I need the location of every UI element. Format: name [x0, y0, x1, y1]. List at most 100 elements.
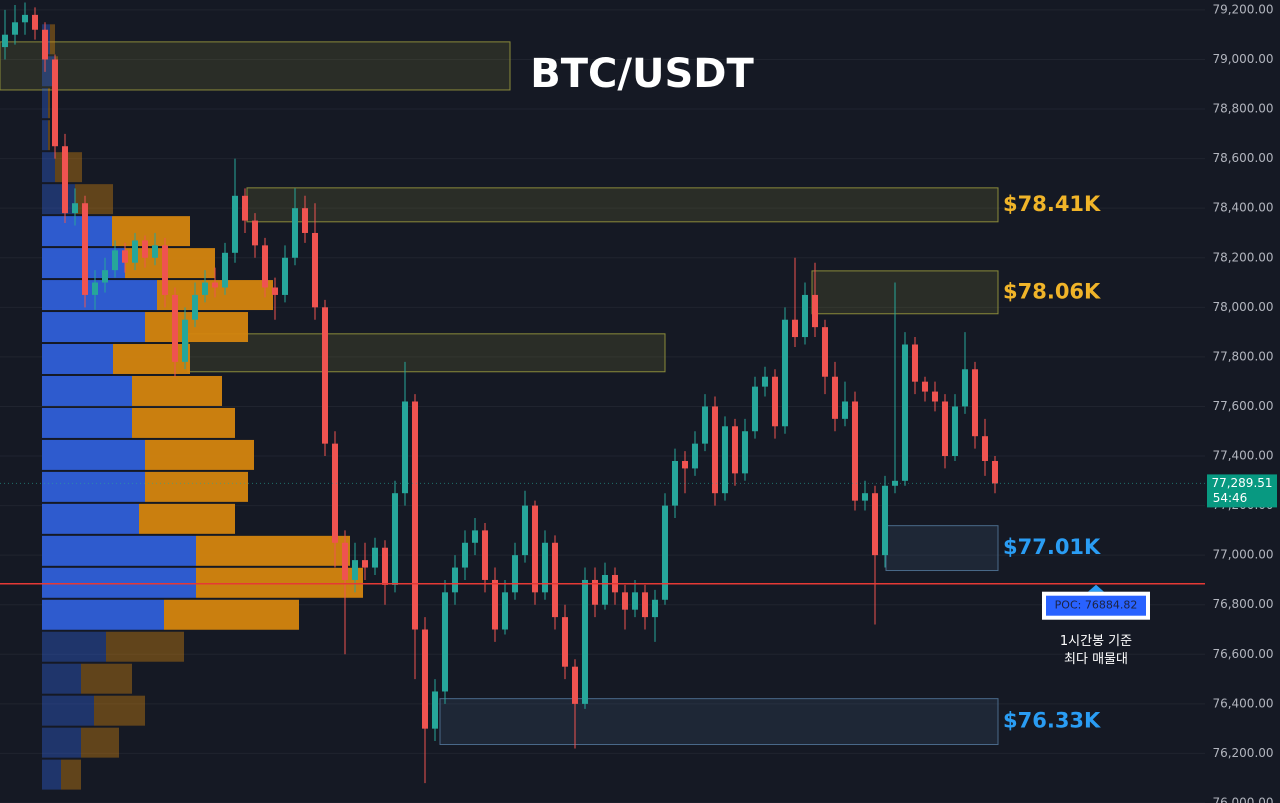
zone-label: $77.01K — [1003, 535, 1101, 559]
candle-body — [692, 443, 698, 469]
candle-body — [362, 560, 368, 568]
candle-body — [492, 579, 498, 630]
profile-sell — [61, 759, 81, 790]
zone — [811, 270, 999, 315]
candle-body — [822, 327, 828, 377]
profile-buy — [42, 535, 196, 566]
profile-buy — [42, 567, 196, 598]
profile-sell — [125, 248, 215, 279]
profile-sell — [196, 535, 350, 566]
candle-body — [112, 250, 118, 271]
candle-body — [462, 542, 468, 568]
candle-body — [182, 319, 188, 362]
poc-box — [1046, 595, 1146, 616]
profile-buy — [42, 216, 112, 247]
candle-body — [712, 406, 718, 494]
profile-sell — [132, 375, 222, 406]
y-tick-label: 78,200.00 — [1212, 250, 1273, 264]
profile-buy — [42, 184, 75, 215]
y-tick-label: 77,000.00 — [1212, 548, 1273, 562]
candle-body — [202, 282, 208, 295]
candle-body — [632, 592, 638, 610]
candle-body — [332, 443, 338, 543]
profile-buy — [42, 599, 164, 630]
y-tick-label: 76,800.00 — [1212, 597, 1273, 611]
candle-body — [882, 485, 888, 556]
candle-body — [82, 203, 88, 295]
candle-body — [662, 505, 668, 600]
y-tick-label: 79,000.00 — [1212, 52, 1273, 66]
candle-body — [92, 282, 98, 295]
candle-body — [382, 547, 388, 585]
candle-body — [152, 245, 158, 258]
candle-body — [522, 505, 528, 556]
profile-buy — [42, 375, 132, 406]
candle-body — [752, 386, 758, 432]
candle-body — [922, 381, 928, 392]
candle-body — [652, 599, 658, 618]
candle-body — [602, 574, 608, 605]
profile-sell — [106, 631, 184, 662]
candle-body — [992, 460, 998, 484]
profile-sell — [145, 471, 248, 502]
candle-body — [622, 592, 628, 610]
candle-body — [12, 22, 18, 35]
profile-sell — [81, 727, 119, 758]
zone-label: $76.33K — [1003, 709, 1101, 733]
y-tick-label: 78,400.00 — [1212, 201, 1273, 215]
candle-body — [402, 401, 408, 494]
candle-body — [982, 436, 988, 461]
candle-body — [512, 555, 518, 593]
candles — [2, 2, 998, 784]
candle-body — [962, 369, 968, 407]
poc-note: 1시간봉 기준 — [1060, 634, 1132, 649]
candle-body — [162, 245, 168, 295]
candle-body — [412, 401, 418, 630]
candle-body — [252, 220, 258, 246]
candle-body — [482, 530, 488, 580]
candle-body — [802, 294, 808, 338]
candle-body — [282, 257, 288, 295]
candle-body — [232, 195, 238, 253]
candle-body — [2, 34, 8, 48]
profile-sell — [55, 152, 82, 183]
profile-buy — [42, 503, 139, 534]
profile-sell — [196, 567, 363, 598]
profile-buy — [42, 759, 61, 790]
profile-buy — [42, 663, 81, 694]
y-tick-label: 77,800.00 — [1212, 349, 1273, 363]
profile-sell — [132, 407, 235, 438]
candle-body — [582, 579, 588, 704]
zone-label: $78.41K — [1003, 192, 1101, 216]
profile-sell — [50, 24, 55, 55]
candle-body — [832, 376, 838, 419]
candle-body — [942, 401, 948, 457]
profile-sell — [112, 216, 190, 247]
profile-buy — [42, 471, 145, 502]
candle-body — [782, 319, 788, 427]
candle-body — [452, 567, 458, 593]
candle-body — [292, 208, 298, 258]
profile-sell — [139, 503, 235, 534]
candle-body — [32, 14, 38, 30]
profile-sell — [75, 184, 113, 215]
candle-body — [932, 391, 938, 402]
candle-body — [52, 59, 58, 147]
candle-body — [642, 592, 648, 618]
poc-label: POC: 76884.82 — [1055, 599, 1138, 612]
candle-body — [62, 146, 68, 214]
profile-buy — [42, 152, 55, 183]
candle-body — [122, 250, 128, 263]
profile-buy — [42, 312, 145, 343]
profile-buy — [42, 631, 106, 662]
profile-buy — [42, 280, 157, 311]
last-price-label: 77,289.51 — [1211, 476, 1272, 490]
y-tick-label: 77,600.00 — [1212, 399, 1273, 413]
zone — [439, 698, 999, 746]
candle-body — [442, 592, 448, 692]
y-tick-label: 78,800.00 — [1212, 102, 1273, 116]
zones: $78.41K $78.06K $77.01K $76.33K — [0, 41, 1101, 746]
candle-body — [792, 319, 798, 338]
